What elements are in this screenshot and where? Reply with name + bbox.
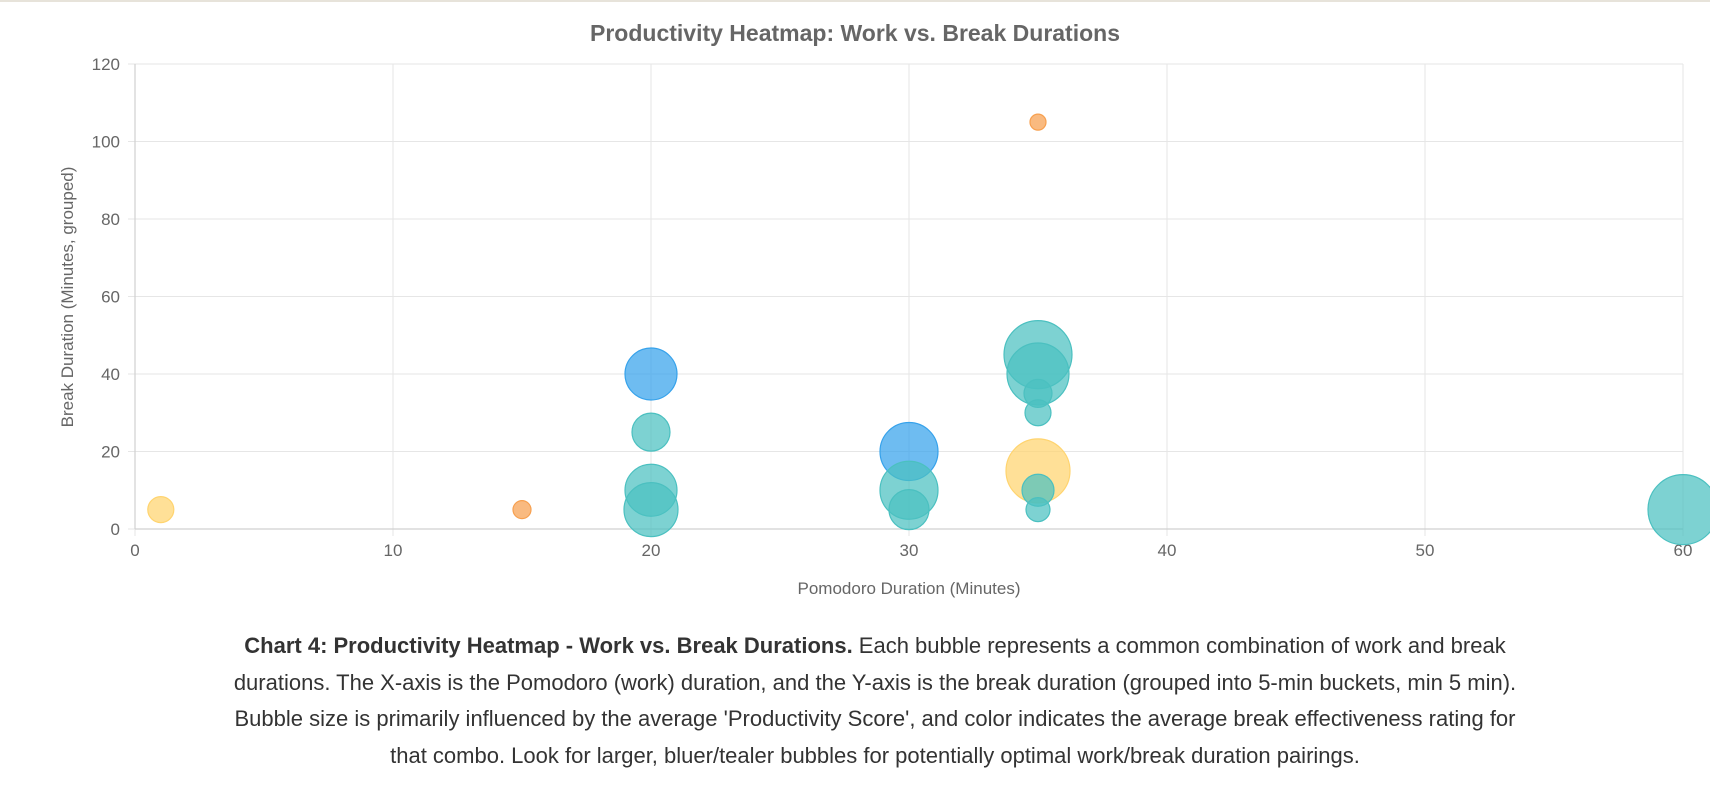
bubble [631, 412, 671, 452]
x-tick-label: 30 [900, 541, 919, 560]
bubble [512, 500, 532, 520]
x-tick-label: 50 [1416, 541, 1435, 560]
y-tick-labels: 0 20 40 60 80 100 120 [92, 55, 120, 539]
y-tick-label: 20 [101, 443, 120, 462]
bubble-chart-container: Productivity Heatmap: Work vs. Break Dur… [58, 20, 1710, 598]
bubble [1647, 474, 1710, 546]
bubble [1029, 113, 1047, 131]
y-tick-label: 80 [101, 210, 120, 229]
chart-title: Productivity Heatmap: Work vs. Break Dur… [590, 20, 1120, 46]
x-tick-labels: 0 10 20 30 40 50 60 [130, 541, 1692, 560]
y-tick-label: 0 [111, 520, 120, 539]
bubble [624, 347, 678, 401]
caption-text: Each bubble represents a common combinat… [233, 633, 1517, 768]
x-tick-label: 20 [642, 541, 661, 560]
caption-heading: Chart 4: Productivity Heatmap - Work vs.… [244, 633, 853, 658]
x-tick-label: 0 [130, 541, 139, 560]
chart-caption: Chart 4: Productivity Heatmap - Work vs.… [225, 628, 1525, 774]
bubble [888, 489, 930, 531]
top-border [0, 0, 1710, 2]
y-tick-label: 120 [92, 55, 120, 74]
y-tick-label: 60 [101, 288, 120, 307]
bubble [1025, 497, 1051, 523]
y-tick-label: 40 [101, 365, 120, 384]
y-axis-title: Break Duration (Minutes, grouped) [58, 167, 77, 428]
x-axis-title: Pomodoro Duration (Minutes) [798, 579, 1021, 598]
grid-lines [128, 63, 1684, 536]
y-tick-label: 100 [92, 133, 120, 152]
bubble-series [147, 113, 1710, 546]
x-tick-label: 40 [1158, 541, 1177, 560]
x-tick-label: 10 [384, 541, 403, 560]
bubble-chart: Productivity Heatmap: Work vs. Break Dur… [58, 20, 1710, 598]
bubble [1024, 399, 1052, 427]
bubble [623, 482, 679, 538]
bubble [147, 496, 175, 524]
x-tick-label: 60 [1674, 541, 1693, 560]
